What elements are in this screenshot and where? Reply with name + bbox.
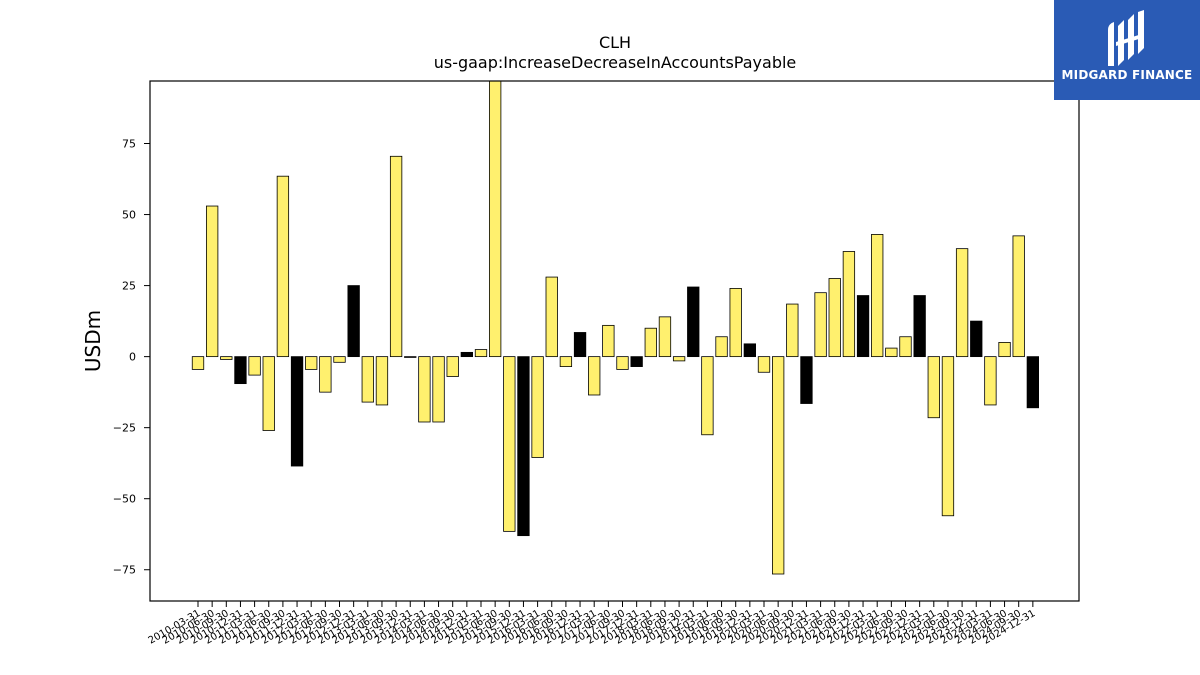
bar-2024-09-30 [1012, 235, 1025, 358]
bar-2013-03-31 [361, 356, 374, 403]
plot-frame [149, 80, 1080, 602]
bar-2013-09-30 [389, 155, 403, 358]
bar-2014-12-31 [460, 351, 474, 358]
midgard-logo-mark-icon [1108, 10, 1144, 66]
y-tick-label: −50 [113, 493, 136, 506]
y-tick-label: 0 [129, 351, 136, 364]
chart-subtitle: us-gaap:IncreaseDecreaseInAccountsPayabl… [434, 53, 797, 72]
logo-text: MIDGARD FINANCE [1061, 68, 1193, 82]
bar-2014-06-30 [432, 356, 445, 423]
bar-2018-06-30 [658, 316, 672, 358]
x-ticks: 2010-03-312010-06-302010-09-302010-12-31… [147, 601, 1037, 647]
bar-2014-03-31 [418, 356, 431, 423]
bar-2021-06-30 [828, 278, 841, 358]
bar-2016-12-31 [573, 332, 587, 358]
bar-2017-12-31 [630, 356, 643, 367]
y-tick-label: 50 [122, 209, 136, 222]
bar-2018-03-31 [644, 327, 657, 358]
bar-2024-06-30 [998, 342, 1011, 358]
bar-2010-12-31 [234, 356, 247, 385]
bar-2023-09-30 [955, 248, 969, 358]
bar-2022-03-31 [871, 234, 884, 358]
bar-2024-12-31 [1026, 356, 1039, 409]
bar-2015-09-30 [503, 356, 516, 532]
bar-2018-12-31 [687, 286, 700, 358]
bar-2020-06-30 [772, 356, 785, 575]
bar-2013-06-30 [375, 356, 389, 406]
bar-2012-06-30 [319, 356, 332, 393]
bar-2019-12-31 [743, 343, 756, 358]
y-axis-label: USDm [81, 310, 105, 372]
bar-2021-03-31 [814, 292, 827, 358]
bar-2014-09-30 [446, 356, 459, 377]
bar-2011-09-30 [276, 175, 290, 358]
bar-2021-09-30 [842, 251, 856, 358]
bar-2017-03-31 [588, 356, 601, 396]
bar-2022-09-30 [899, 336, 912, 358]
bar-2019-09-30 [729, 288, 742, 358]
bar-2010-09-30 [220, 356, 233, 360]
bar-2019-06-30 [715, 336, 728, 358]
bar-2012-03-31 [305, 356, 318, 370]
bar-2010-06-30 [205, 205, 219, 358]
bar-2011-12-31 [290, 356, 304, 467]
bar-2011-06-30 [262, 356, 275, 431]
bar-2022-06-30 [885, 347, 898, 358]
bar-2012-12-31 [347, 285, 360, 358]
y-tick-label: −25 [113, 422, 136, 435]
bar-2024-03-31 [984, 356, 997, 406]
bar-2017-09-30 [616, 356, 629, 370]
bar-2015-12-31 [517, 356, 530, 537]
bar-2015-06-30 [488, 80, 502, 358]
bar-2016-06-30 [545, 276, 558, 358]
bar-2010-03-31 [191, 356, 205, 370]
bar-2020-03-31 [757, 356, 771, 373]
bar-2015-03-31 [474, 349, 488, 358]
bar-2022-12-31 [913, 295, 926, 358]
bar-2023-06-30 [941, 356, 955, 517]
y-tick-label: −75 [113, 564, 136, 577]
bar-2017-06-30 [602, 324, 615, 358]
bar-2023-03-31 [927, 356, 940, 419]
chart-title: CLH [599, 33, 631, 52]
bar-2016-09-30 [559, 356, 573, 367]
bar-2020-12-31 [800, 356, 813, 404]
bar-2018-09-30 [672, 356, 686, 362]
bar-2019-03-31 [701, 356, 714, 436]
bar-2021-12-31 [856, 295, 870, 358]
bar-2020-09-30 [786, 303, 799, 358]
bar-2011-03-31 [248, 356, 261, 376]
bar-2023-12-31 [970, 320, 983, 358]
bar-2012-09-30 [333, 356, 346, 363]
bar-2013-12-31 [404, 356, 417, 358]
bar-2016-03-31 [531, 356, 544, 458]
brand-logo: MIDGARD FINANCE [1054, 0, 1200, 100]
y-tick-label: 25 [122, 280, 136, 293]
bars-layer [191, 80, 1039, 575]
y-tick-label: 75 [122, 138, 136, 151]
y-ticks: −75 −50 −25 0 25 50 75 [113, 138, 150, 577]
